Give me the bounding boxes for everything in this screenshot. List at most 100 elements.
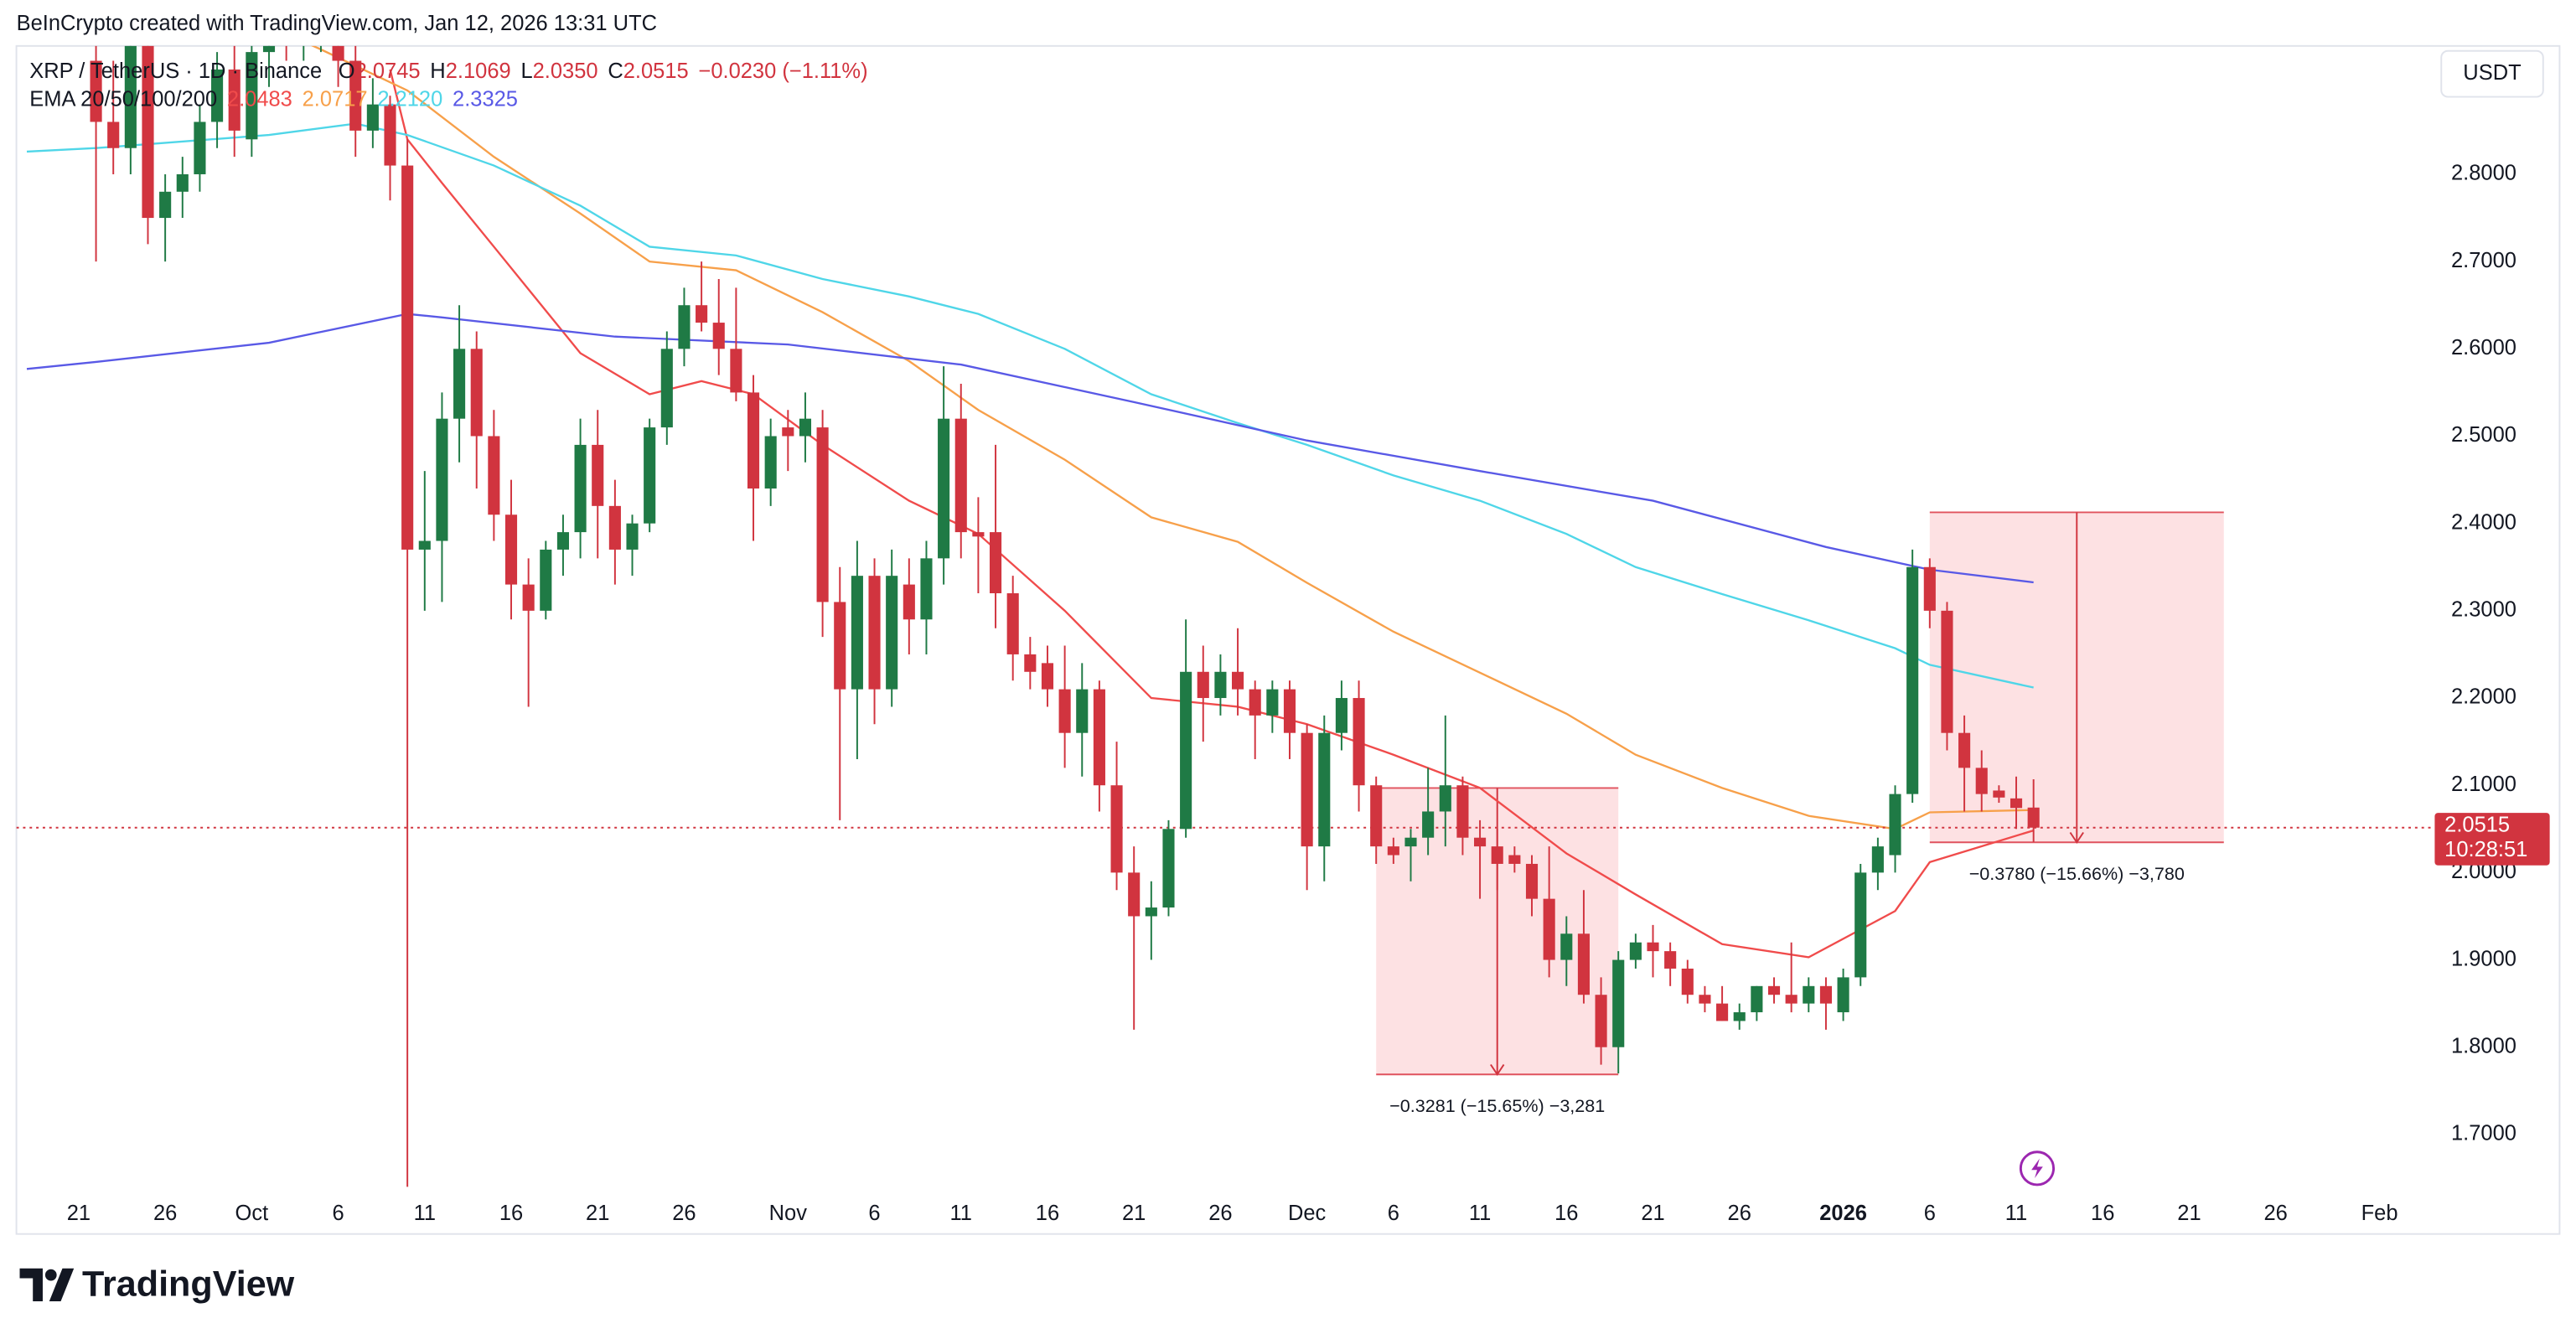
candle-body [1387, 846, 1399, 856]
x-tick-label: 26 [672, 1202, 696, 1225]
candle-body [453, 349, 466, 419]
candle-body [349, 60, 362, 131]
candle-body [1076, 689, 1089, 733]
candle-body [1854, 872, 1867, 978]
x-tick-label: 26 [2264, 1202, 2288, 1225]
candle-body [1767, 985, 1781, 995]
candle-body [626, 523, 639, 550]
change-value: −0.0230 (−1.11%) [698, 59, 867, 83]
candle-body [1214, 671, 1227, 699]
indicator-legend: EMA 20/50/100/200 2.0483 2.0717 2.2120 2.332… [29, 87, 518, 111]
x-tick-label: 6 [332, 1202, 344, 1225]
candle-body [1093, 689, 1105, 786]
candle-body [1145, 907, 1157, 917]
candle-body [159, 191, 172, 219]
candle-body [938, 418, 950, 559]
x-tick-label: 2026 [1819, 1202, 1867, 1225]
candle-body [1871, 846, 1884, 873]
candle-body [1595, 995, 1607, 1047]
candle-body [540, 549, 552, 611]
candle-body [1370, 785, 1383, 847]
y-tick-label: 1.9000 [2451, 947, 2517, 970]
candle-body [1819, 985, 1833, 1004]
x-tick-label: 11 [2005, 1202, 2027, 1225]
y-tick-label: 2.3000 [2451, 598, 2517, 622]
candle-body [660, 349, 673, 428]
candle-body [1751, 985, 1763, 1013]
x-tick-label: 16 [1036, 1202, 1059, 1225]
candle-body [764, 436, 777, 489]
candle-body [1889, 794, 1901, 856]
symbol-legend: XRP / TetherUS · 1D · Binance O2.0745 H2.1… [29, 59, 867, 83]
last-price-label: 2.0515 [2444, 814, 2510, 837]
y-tick-label: 1.7000 [2451, 1122, 2517, 1145]
candle-body [1785, 995, 1798, 1004]
candle-body [1941, 610, 1953, 733]
candle-body [124, 45, 137, 148]
candle-body [436, 418, 448, 541]
candle-body [470, 349, 483, 437]
ema-line [26, 313, 2034, 584]
candle-body [107, 121, 120, 148]
x-tick-label: 16 [1554, 1202, 1578, 1225]
y-tick-label: 2.6000 [2451, 336, 2517, 359]
y-tick-label: 2.4000 [2451, 510, 2517, 534]
candle-body [834, 602, 846, 690]
ohlc-value: 2.1069 [446, 59, 511, 83]
candle-body [851, 576, 863, 690]
ema-line [26, 122, 2034, 689]
symbol: XRP / TetherUS · 1D · Binance [29, 59, 322, 83]
candle-body [332, 45, 344, 61]
candle-body [262, 45, 276, 53]
ema-legend-value: 2.2120 [377, 87, 442, 111]
watermark: BeInCrypto created with TradingView.com,… [17, 12, 657, 35]
candle-body [1058, 689, 1071, 733]
candle-body [1543, 898, 1555, 960]
candle-body [504, 514, 518, 585]
candle-body [608, 505, 621, 550]
countdown-label: 10:28:51 [2444, 838, 2527, 861]
candle-body [782, 427, 794, 437]
candle-body [816, 427, 829, 602]
candle-body [1283, 689, 1296, 733]
y-tick-label: 2.7000 [2451, 249, 2517, 272]
candle-body [1439, 785, 1451, 812]
candle-body [1664, 951, 1677, 969]
candle-body [954, 418, 967, 533]
brand-logo [19, 1268, 75, 1301]
candle-body [799, 418, 812, 437]
candle-body [1318, 732, 1331, 847]
x-tick-label: 11 [950, 1202, 972, 1225]
x-tick-label: Nov [769, 1202, 808, 1225]
candle-body [194, 121, 206, 174]
candle-body [1422, 811, 1435, 838]
candle-body [1975, 768, 1988, 794]
candle-body [886, 576, 898, 690]
candle-body [1491, 846, 1503, 864]
ohlc-key: L [520, 59, 532, 83]
candle-body [366, 104, 379, 131]
last-price-tag [2434, 813, 2550, 866]
candle-body [696, 305, 708, 323]
y-tick-label: 2.2000 [2451, 685, 2517, 709]
x-tick-label: 21 [1641, 1202, 1664, 1225]
candle-body [1733, 1012, 1746, 1021]
ema-legend-value: 2.3325 [453, 87, 518, 111]
plot-area [16, 45, 2432, 1187]
x-tick-label: 11 [1469, 1202, 1491, 1225]
x-tick-label: 6 [1924, 1202, 1936, 1225]
candle-body [1647, 942, 1659, 952]
currency: USDT [2463, 61, 2521, 85]
x-tick-label: 26 [1208, 1202, 1232, 1225]
candle-body [868, 576, 881, 690]
candle-body [401, 165, 414, 550]
candle-body [1024, 654, 1037, 672]
candle-body [1993, 790, 2005, 798]
candle-body [1958, 732, 1971, 768]
candle-body [1560, 933, 1573, 960]
x-tick-label: 21 [586, 1202, 609, 1225]
measure-arrowhead [1490, 1063, 1505, 1077]
candle-body [1699, 995, 1711, 1004]
candle-body [211, 69, 224, 122]
